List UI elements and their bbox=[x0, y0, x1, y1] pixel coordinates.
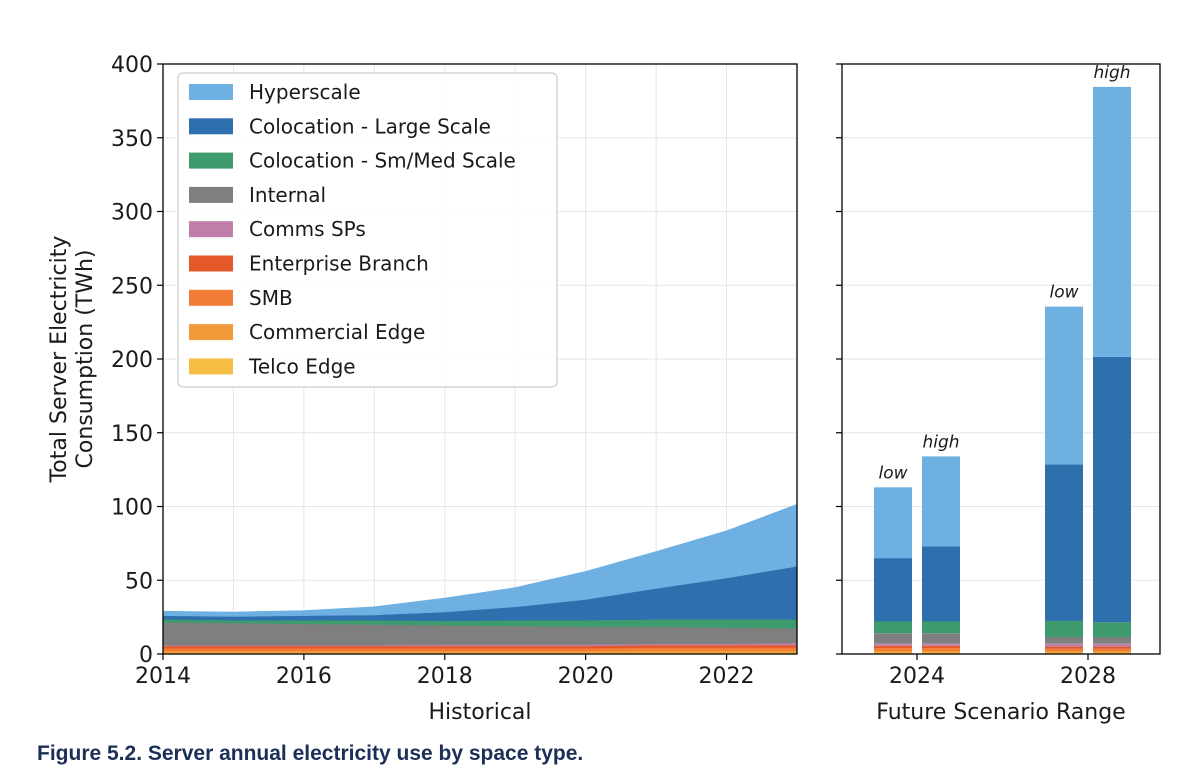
figure-caption: Figure 5.2. Server annual electricity us… bbox=[37, 742, 584, 765]
bar-2024-high-smb bbox=[922, 648, 960, 651]
bar-2024-low-colocation-sm-med-scale bbox=[874, 621, 912, 634]
y-tick-label-150: 150 bbox=[111, 422, 153, 447]
bar-2028-low-comms-sps bbox=[1045, 643, 1083, 647]
bar-2028-low-enterprise-branch bbox=[1045, 646, 1083, 649]
bar-2028-high-colocation-sm-med-scale bbox=[1093, 622, 1131, 638]
legend: Hyperscale Colocation - Large Scale Coloca… bbox=[177, 72, 558, 388]
bar-2024-low-enterprise-branch bbox=[874, 645, 912, 649]
bar-label-2024-high: high bbox=[922, 432, 959, 452]
legend-swatch-comms-sps bbox=[189, 221, 233, 238]
bar-2024-low-commercial-edge bbox=[874, 651, 912, 653]
y-tick-label-50: 50 bbox=[125, 569, 153, 594]
legend-label-internal: Internal bbox=[249, 183, 326, 207]
x-tick-label-2020: 2020 bbox=[558, 664, 614, 689]
right-x-axis-title: Future Scenario Range bbox=[876, 700, 1125, 725]
legend-swatch-internal bbox=[189, 186, 233, 203]
bar-2024-high-comms-sps bbox=[922, 643, 960, 646]
y-axis-title-line-2: Consumption (TWh) bbox=[73, 249, 98, 468]
y-axis-title-line-1: Total Server Electricity bbox=[47, 236, 72, 484]
legend-box bbox=[177, 72, 558, 388]
x-tick-label-2016: 2016 bbox=[276, 664, 332, 689]
legend-swatch-colocation-sm-med-scale bbox=[189, 152, 233, 169]
bar-2028-low-colocation-sm-med-scale bbox=[1045, 620, 1083, 637]
legend-label-colocation-sm-med-scale: Colocation - Sm/Med Scale bbox=[249, 149, 516, 173]
bar-2028-low-colocation-large-scale bbox=[1045, 464, 1083, 621]
bar-2028-high-telco-edge bbox=[1093, 652, 1131, 654]
y-tick-label-250: 250 bbox=[111, 274, 153, 299]
legend-label-smb: SMB bbox=[249, 286, 293, 310]
bar-label-2028-low: low bbox=[1049, 283, 1078, 303]
x-tick-label-2018: 2018 bbox=[417, 664, 473, 689]
legend-label-commercial-edge: Commercial Edge bbox=[249, 320, 425, 344]
legend-swatch-smb bbox=[189, 289, 233, 306]
bar-2024-high-enterprise-branch bbox=[922, 645, 960, 649]
bar-2024-low-internal bbox=[874, 633, 912, 644]
bar-2028-low-telco-edge bbox=[1045, 652, 1083, 654]
bar-2028-high-internal bbox=[1093, 637, 1131, 644]
bar-2028-low-smb bbox=[1045, 648, 1083, 651]
bar-2024-low-hyperscale bbox=[874, 487, 912, 559]
bar-2028-low-hyperscale bbox=[1045, 306, 1083, 465]
legend-swatch-commercial-edge bbox=[189, 324, 233, 341]
historical-areas bbox=[162, 503, 798, 655]
legend-label-telco-edge: Telco Edge bbox=[248, 354, 356, 378]
y-axis-title: Total Server ElectricityConsumption (TWh… bbox=[47, 236, 98, 484]
x-tick-label-2022: 2022 bbox=[699, 664, 755, 689]
bar-2028-high-smb bbox=[1093, 648, 1131, 651]
bar-2028-high-hyperscale bbox=[1093, 86, 1131, 357]
bar-2024-low-colocation-large-scale bbox=[874, 558, 912, 622]
bar-2024-high-internal bbox=[922, 633, 960, 644]
legend-label-hyperscale: Hyperscale bbox=[249, 80, 361, 104]
bar-2024-high-hyperscale bbox=[922, 456, 960, 547]
bar-2028-high-colocation-large-scale bbox=[1093, 356, 1131, 623]
legend-swatch-enterprise-branch bbox=[189, 255, 233, 272]
bar-2024-high-commercial-edge bbox=[922, 651, 960, 653]
y-tick-label-400: 400 bbox=[111, 53, 153, 78]
bar-label-2028-high: high bbox=[1093, 63, 1130, 83]
bar-2024-high-telco-edge bbox=[922, 652, 960, 654]
bar-2028-low-commercial-edge bbox=[1045, 651, 1083, 653]
legend-swatch-telco-edge bbox=[189, 358, 233, 375]
bar-2024-high-colocation-large-scale bbox=[922, 546, 960, 622]
bar-2024-low-telco-edge bbox=[874, 652, 912, 654]
bar-2028-low-internal bbox=[1045, 637, 1083, 644]
x-tick-label-2014: 2014 bbox=[135, 664, 191, 689]
axes: 0 50 100 150 200 250 300 350 400 2014 2016 2018 2020… bbox=[47, 53, 1161, 725]
legend-label-colocation-large-scale: Colocation - Large Scale bbox=[249, 114, 491, 138]
y-tick-label-100: 100 bbox=[111, 496, 153, 521]
bar-2028-high-comms-sps bbox=[1093, 643, 1131, 647]
bar-2024-low-comms-sps bbox=[874, 643, 912, 646]
y-tick-label-350: 350 bbox=[111, 127, 153, 152]
y-tick-label-0: 0 bbox=[139, 643, 153, 668]
y-tick-label-200: 200 bbox=[111, 348, 153, 373]
legend-label-comms-sps: Comms SPs bbox=[249, 217, 366, 241]
bar-2024-low-smb bbox=[874, 648, 912, 651]
bar-2028-high-enterprise-branch bbox=[1093, 646, 1131, 649]
legend-label-enterprise-branch: Enterprise Branch bbox=[249, 252, 429, 276]
right-x-tick-label-2024: 2024 bbox=[889, 664, 945, 689]
legend-swatch-hyperscale bbox=[189, 84, 233, 100]
bar-label-2024-low: low bbox=[878, 463, 907, 483]
legend-swatch-colocation-large-scale bbox=[189, 118, 233, 135]
bar-2028-high-commercial-edge bbox=[1093, 651, 1131, 653]
y-tick-label-300: 300 bbox=[111, 201, 153, 226]
x-axis-title: Historical bbox=[428, 700, 531, 725]
right-x-tick-label-2028: 2028 bbox=[1060, 664, 1116, 689]
bar-2024-high-colocation-sm-med-scale bbox=[922, 621, 960, 634]
